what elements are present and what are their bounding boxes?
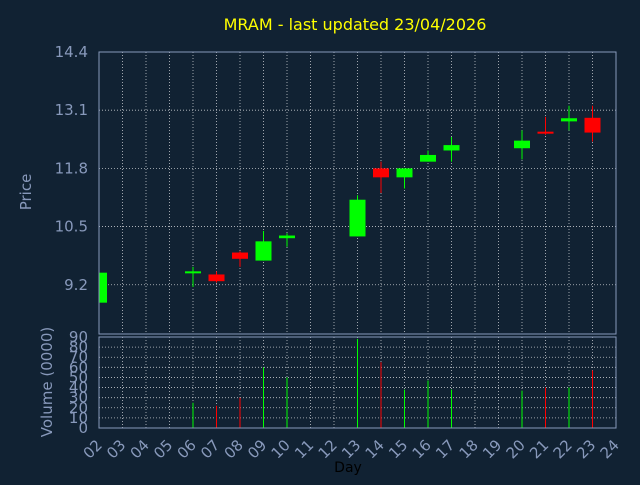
volume-tick-label: 40 [69, 379, 88, 397]
candle-body [279, 235, 295, 239]
candle-body [443, 145, 460, 151]
candle-body [561, 118, 577, 122]
price-tick-label: 13.1 [55, 101, 88, 119]
volume-tick-label: 80 [69, 338, 88, 356]
price-plot-frame [98, 51, 617, 335]
chart-title: MRAM - last updated 23/04/2026 [224, 15, 487, 34]
price-tick-labels: 9.2 10.5 11.8 13.1 14.4 [55, 43, 88, 294]
volume-tick-label: 50 [69, 368, 88, 386]
x-axis-label: Day [334, 460, 362, 476]
candle-body [373, 168, 389, 178]
price-tick-label: 10.5 [55, 218, 88, 236]
candle-body [255, 241, 272, 261]
volume-tick-label: 20 [69, 399, 88, 417]
volume-tick-label: 70 [69, 348, 88, 366]
x-tick-labels: 0203040506070809101112131415161718192021… [80, 436, 623, 462]
volume-axis-label: Volume (0000) [38, 327, 56, 437]
candle-body [185, 271, 201, 274]
volume-tick-label: 90 [69, 328, 88, 346]
volume-tick-label: 0 [78, 419, 88, 437]
candle-body [584, 117, 601, 133]
price-tick-label: 9.2 [64, 276, 88, 294]
volume-bars [192, 339, 593, 428]
candle-body [514, 140, 530, 149]
price-axis-label: Price [17, 174, 35, 211]
candle-body [349, 199, 366, 237]
volume-tick-label: 10 [69, 409, 88, 427]
volume-plot-frame [98, 336, 617, 429]
volume-tick-label: 30 [69, 389, 88, 407]
price-tick-label: 14.4 [55, 43, 88, 61]
candle-body [99, 272, 107, 303]
candle-body [232, 252, 248, 259]
price-tick-label: 11.8 [55, 159, 88, 177]
candle-body [537, 131, 554, 134]
volume-tick-label: 60 [69, 358, 88, 376]
candle-body [420, 154, 436, 162]
candle-body [208, 274, 225, 282]
candle-body [396, 168, 413, 178]
